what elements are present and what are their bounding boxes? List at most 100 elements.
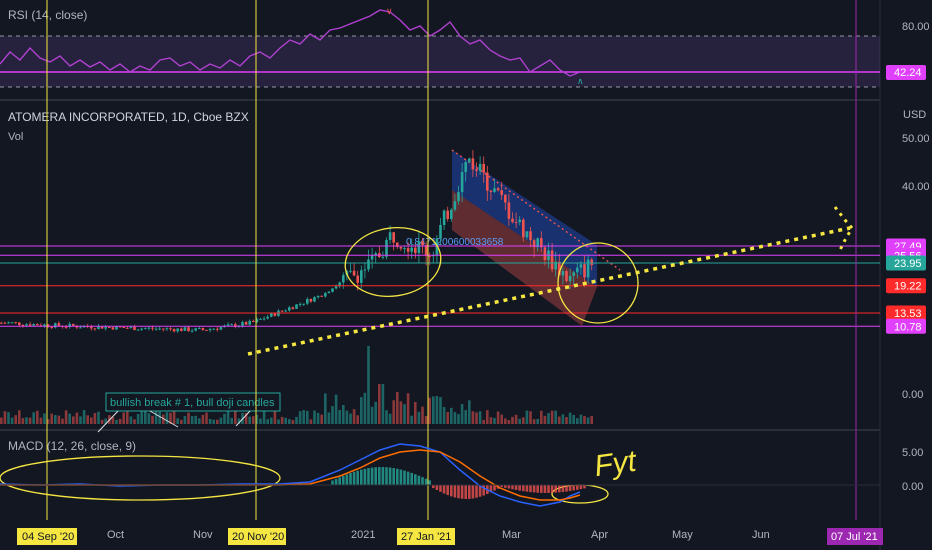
projection-marker[interactable] [833, 206, 854, 251]
candle-body [169, 328, 172, 330]
candle-body [583, 264, 586, 278]
candle-body [111, 327, 115, 330]
volume-bar [50, 413, 53, 424]
candle-body [54, 323, 57, 328]
highlight-ellipse-january[interactable] [341, 222, 446, 303]
volume-bar [90, 417, 93, 424]
candle-body [108, 326, 111, 328]
volume-bar [475, 412, 478, 424]
candle-body [507, 202, 511, 219]
macd-histogram-bar [414, 474, 417, 485]
note-box[interactable] [105, 392, 281, 412]
candle-body [201, 328, 205, 330]
candle-body [252, 320, 255, 322]
candle-body [298, 303, 302, 305]
macd-histogram-bar [352, 471, 356, 485]
time-tick-may: May [672, 529, 693, 541]
macd-histogram-bar [543, 485, 547, 493]
candle-body [46, 324, 50, 327]
volume-bar [482, 419, 485, 424]
candle-body [104, 326, 107, 329]
candle-body [93, 328, 97, 330]
macd-histogram-bar [525, 485, 529, 492]
macd-histogram-bar [547, 485, 550, 493]
candle-body [478, 163, 482, 171]
volume-bar [460, 403, 464, 424]
candle-body [561, 271, 565, 276]
candle-body [406, 248, 410, 252]
volume-bar [154, 410, 158, 424]
candle-body [590, 259, 593, 266]
macd-histogram-bar [554, 485, 557, 493]
volume-bar [432, 396, 435, 424]
highlight-ellipse-macd[interactable] [0, 455, 281, 501]
volume-bar [406, 393, 410, 424]
volume-bar [140, 410, 143, 424]
macd-histogram-bar [446, 485, 449, 496]
volume-bar [266, 419, 269, 424]
macd-histogram-bar [417, 475, 421, 485]
volume-bar [187, 412, 190, 424]
candle-body [3, 322, 7, 324]
volume-label: Vol [8, 131, 23, 143]
candle-body [327, 291, 331, 294]
volume-bar [313, 410, 316, 424]
candle-body [370, 255, 374, 260]
candle-body [493, 188, 496, 192]
highlight-ellipse-march[interactable] [557, 242, 639, 324]
volume-bar [590, 415, 593, 424]
candle-body [198, 328, 201, 330]
volume-bar [352, 409, 356, 424]
candle-body [266, 316, 269, 319]
candle-body [226, 324, 230, 326]
volume-bar [100, 419, 104, 424]
volume-bar [288, 419, 291, 424]
candle-body [496, 188, 500, 191]
volume-bar [360, 397, 363, 424]
candle-body [259, 318, 262, 320]
volume-bar [514, 414, 518, 424]
volume-bar [295, 416, 298, 424]
volume-bar [468, 400, 471, 424]
support-trendline[interactable] [247, 226, 851, 356]
macd-histogram-bar [396, 468, 399, 485]
volume-bar [176, 418, 179, 424]
candle-body [471, 158, 475, 170]
fib-channel-lower[interactable] [452, 190, 597, 326]
volume-bar [446, 412, 449, 424]
volume-bar [356, 415, 359, 424]
macd-histogram-bar [345, 474, 349, 485]
volume-bar [586, 417, 590, 424]
volume-bar [64, 410, 68, 424]
candle-body [212, 328, 215, 330]
volume-bar [25, 417, 28, 424]
candle-body [97, 326, 100, 330]
macd-histogram-bar [421, 477, 424, 485]
candle-body [0, 322, 3, 324]
candle-body [554, 261, 557, 270]
macd-histogram-bar [572, 485, 575, 491]
volume-bar [306, 410, 309, 424]
volume-bars [0, 346, 593, 424]
volume-bar [540, 410, 543, 424]
macd-histogram-bar [500, 485, 503, 488]
macd-histogram-bar [529, 485, 532, 493]
rsi-oversold-arrow: ∧ [577, 76, 584, 86]
candle-body [100, 326, 104, 329]
volume-bar [237, 418, 241, 424]
candle-body [349, 270, 352, 272]
candle-body [486, 172, 489, 191]
macd-histogram-bar [561, 485, 565, 493]
volume-bar [198, 418, 201, 424]
volume-bar [421, 406, 424, 424]
candle-body [136, 329, 140, 331]
volume-bar [259, 418, 262, 424]
macd-histogram-bar [504, 485, 507, 488]
volume-bar [118, 418, 122, 424]
macd-histogram-bar [392, 468, 395, 485]
time-axis[interactable]: Oct Nov 2021 Mar Apr May Jun 04 Sep '20 … [17, 528, 883, 545]
volume-bar [21, 418, 25, 424]
macd-histogram-bar [334, 478, 338, 485]
